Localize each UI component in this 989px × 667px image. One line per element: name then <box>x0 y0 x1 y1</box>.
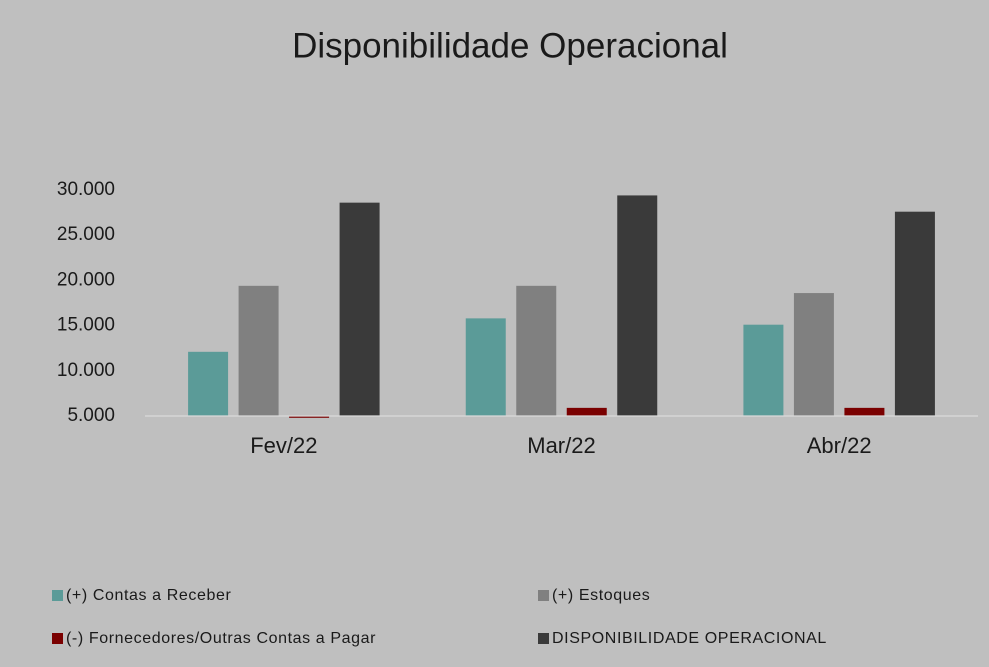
legend-label: DISPONIBILIDADE OPERACIONAL <box>552 630 827 647</box>
bar <box>289 416 330 418</box>
x-tick-label: Fev/22 <box>250 433 317 458</box>
bar <box>516 285 557 416</box>
bar <box>188 351 229 416</box>
chart-title: Disponibilidade Operacional <box>292 26 728 65</box>
bar <box>339 202 380 416</box>
bar <box>793 293 834 416</box>
y-tick-label: 10.000 <box>57 360 115 381</box>
legend-swatch <box>538 590 549 601</box>
bar <box>743 324 784 416</box>
y-tick-label: 25.000 <box>57 224 115 245</box>
bar <box>566 407 607 416</box>
legend-swatch <box>52 590 63 601</box>
bar <box>465 318 506 416</box>
y-tick-label: 5.000 <box>67 405 115 426</box>
y-tick-label: 30.000 <box>57 179 115 200</box>
bar <box>617 195 658 416</box>
bar <box>894 211 935 416</box>
legend-label: (+) Estoques <box>552 587 650 604</box>
y-tick-label: 20.000 <box>57 269 115 290</box>
bar <box>238 285 279 416</box>
legend-label: (+) Contas a Receber <box>66 587 231 604</box>
x-tick-label: Mar/22 <box>527 433 595 458</box>
bar <box>844 407 885 416</box>
legend-label: (-) Fornecedores/Outras Contas a Pagar <box>66 630 376 647</box>
legend-swatch <box>538 633 549 644</box>
x-tick-label: Abr/22 <box>807 433 872 458</box>
legend-swatch <box>52 633 63 644</box>
y-tick-label: 15.000 <box>57 315 115 336</box>
